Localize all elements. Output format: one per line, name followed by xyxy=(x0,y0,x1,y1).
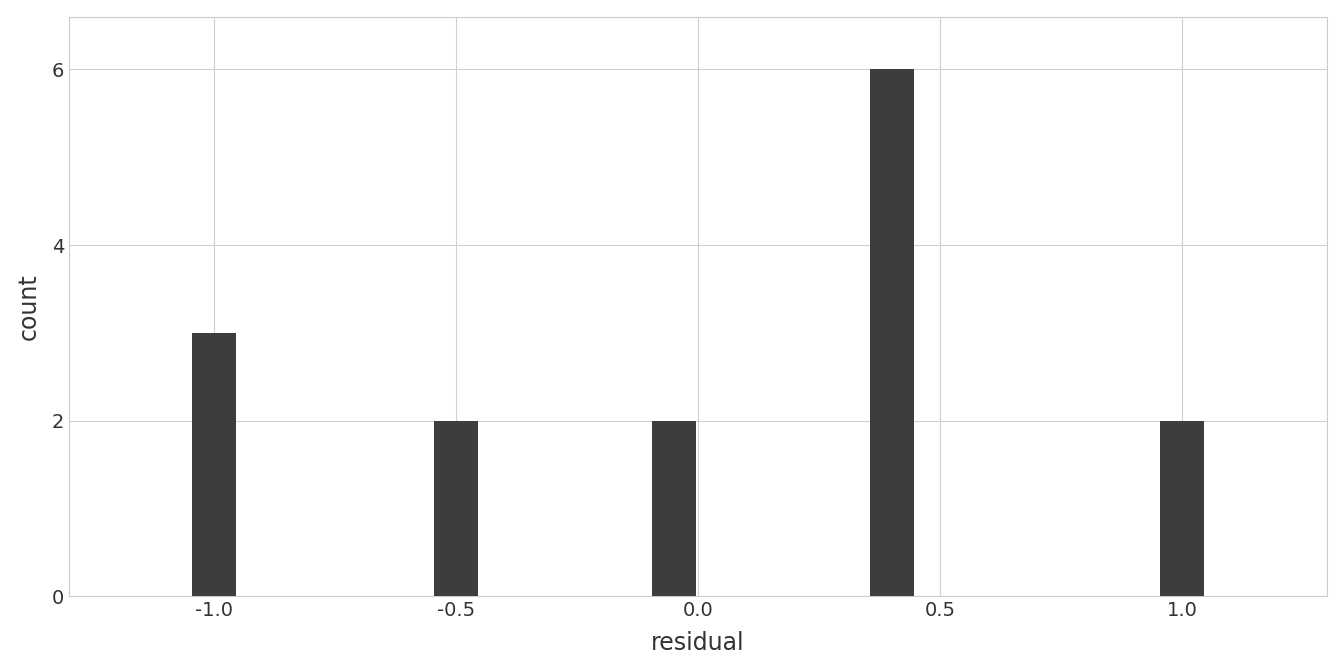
X-axis label: residual: residual xyxy=(652,631,745,655)
Bar xyxy=(434,421,478,596)
Bar xyxy=(870,69,914,596)
Bar xyxy=(192,333,237,596)
Y-axis label: count: count xyxy=(16,273,40,340)
Bar xyxy=(1160,421,1204,596)
Bar xyxy=(652,421,696,596)
